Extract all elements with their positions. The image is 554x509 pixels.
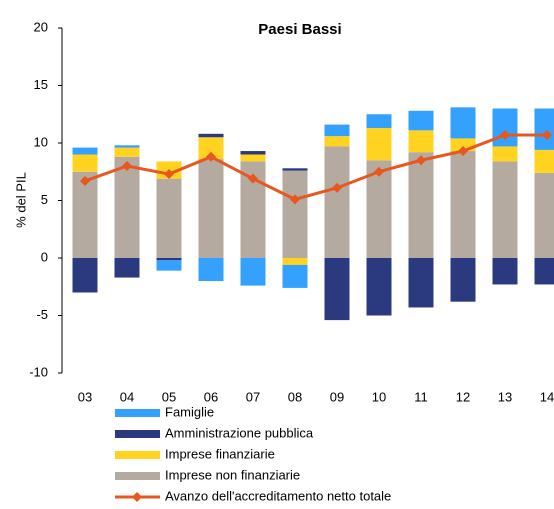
- bar-segment: [282, 170, 308, 258]
- line-marker: [458, 146, 468, 157]
- bar-segment: [324, 258, 350, 321]
- line-marker: [542, 129, 552, 140]
- bar-segment: [534, 172, 554, 258]
- bar-segment: [492, 108, 518, 147]
- legend-swatch: [115, 430, 160, 438]
- legend-label: Famiglie: [165, 404, 214, 419]
- bar-segment: [198, 133, 224, 138]
- line-marker: [416, 155, 426, 166]
- bar-segment: [492, 146, 518, 162]
- y-tick-label: 20: [34, 19, 48, 34]
- x-tick-label: 13: [498, 389, 512, 404]
- legend-swatch: [115, 409, 160, 417]
- bar-segment: [240, 258, 266, 286]
- bar-segment: [408, 152, 434, 258]
- bar-segment: [450, 151, 476, 258]
- x-tick-label: 05: [162, 389, 176, 404]
- bar-segment: [114, 147, 140, 157]
- bar-segment: [534, 258, 554, 285]
- bar-segment: [198, 159, 224, 258]
- bar-segment: [492, 258, 518, 285]
- bar-segment: [408, 110, 434, 131]
- x-tick-label: 09: [330, 389, 344, 404]
- line-marker: [122, 161, 132, 171]
- bar-segment: [366, 258, 392, 316]
- line-marker: [248, 173, 258, 184]
- legend-label: Imprese non finanziarie: [165, 467, 300, 482]
- line-marker: [206, 151, 216, 162]
- bar-segment: [72, 154, 98, 172]
- bar-segment: [114, 145, 140, 148]
- bar-segment: [72, 171, 98, 258]
- bar-segment: [366, 128, 392, 161]
- y-tick-label: 5: [41, 192, 48, 207]
- x-tick-label: 04: [120, 389, 134, 404]
- y-tick-label: 15: [34, 77, 48, 92]
- bar-segment: [408, 258, 434, 308]
- bar-segment: [450, 258, 476, 302]
- bar-segment: [72, 147, 98, 155]
- line-marker: [80, 175, 90, 186]
- bar-segment: [366, 114, 392, 129]
- legend-label: Imprese finanziarie: [165, 446, 275, 461]
- bar-segment: [198, 258, 224, 281]
- bar-segment: [156, 178, 182, 258]
- bar-segment: [282, 258, 308, 265]
- bar-segment: [282, 168, 308, 171]
- line: [84, 133, 547, 201]
- y-tick-label: -10: [29, 364, 48, 379]
- x-tick-label: 10: [372, 389, 386, 404]
- bar-segment: [114, 156, 140, 258]
- x-tick-label: 11: [414, 389, 428, 404]
- bar-segment: [198, 137, 224, 160]
- y-tick-label: -5: [36, 307, 48, 322]
- legend-label: Amministrazione pubblica: [165, 425, 314, 440]
- x-tick-label: 14: [540, 389, 554, 404]
- legend-swatch: [115, 472, 160, 480]
- bar-segment: [324, 124, 350, 137]
- bar-segment: [324, 146, 350, 258]
- bar-segment: [534, 108, 554, 150]
- x-tick-label: 07: [246, 389, 260, 404]
- y-tick-label: 10: [34, 134, 48, 149]
- bar-segment: [240, 151, 266, 155]
- line-marker: [374, 166, 384, 177]
- bar-segment: [156, 260, 182, 271]
- bar-segment: [534, 149, 554, 173]
- legend-marker: [132, 492, 142, 502]
- x-tick-label: 08: [288, 389, 302, 404]
- legend-label: Avanzo dell'accreditamento netto totale: [165, 488, 391, 503]
- x-tick-label: 03: [78, 389, 92, 404]
- line-marker: [290, 194, 300, 205]
- line-marker: [332, 182, 342, 193]
- bar-segment: [282, 264, 308, 288]
- chart-title: Paesi Bassi: [258, 21, 341, 38]
- y-axis-label: % del PIL: [13, 172, 28, 228]
- line-marker: [164, 169, 174, 180]
- bar-segment: [450, 107, 476, 139]
- bar-segment: [72, 258, 98, 293]
- bar-segment: [240, 154, 266, 162]
- bar-segment: [114, 258, 140, 278]
- x-tick-label: 12: [456, 389, 470, 404]
- bar-segment: [408, 130, 434, 153]
- bar-segment: [492, 161, 518, 258]
- y-tick-label: 0: [41, 249, 48, 264]
- bar-segment: [324, 136, 350, 147]
- legend-swatch: [115, 451, 160, 459]
- line-marker: [500, 129, 510, 140]
- x-tick-label: 06: [204, 389, 218, 404]
- bar-segment: [156, 258, 182, 261]
